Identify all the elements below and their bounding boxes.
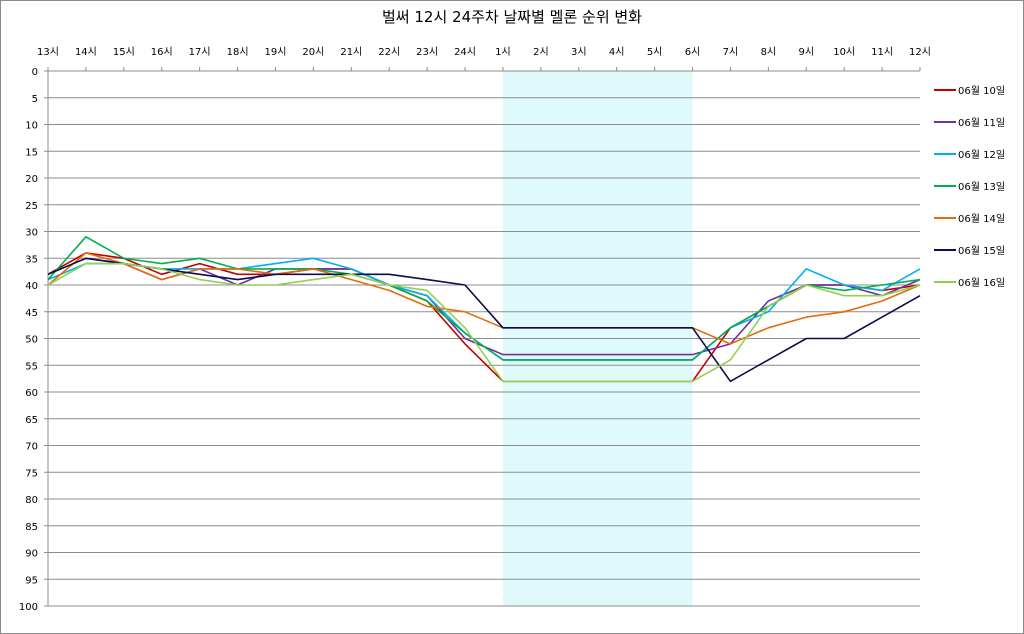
series-line-7 [47,262,921,383]
legend-label-5: 06월 14일 [958,213,1005,225]
x-tick-label: 23시 [416,46,438,58]
x-tick-label: 24시 [454,46,476,58]
y-tick-label: 95 [25,575,38,586]
y-tick-label: 25 [25,201,38,212]
series-line-5 [47,252,921,345]
x-tick-label: 17시 [189,46,211,58]
y-tick-label: 55 [25,361,38,372]
x-tick-label: 2시 [533,46,549,58]
y-tick-label: 100 [19,602,38,613]
x-tick-label: 18시 [227,46,249,58]
series-line-4 [47,236,921,361]
y-tick-label: 65 [25,415,38,426]
y-tick-label: 10 [25,121,38,132]
legend-label-4: 06월 13일 [958,181,1005,193]
x-tick-label: 14시 [75,46,97,58]
legend-label-3: 06월 12일 [958,149,1005,161]
y-tick-label: 15 [25,147,38,158]
x-tick-label: 8시 [761,46,777,58]
y-tick-label: 0 [32,67,38,78]
chart-title: 벌써 12시 24주차 날짜별 멜론 순위 변화 [382,8,642,26]
y-tick-label: 50 [25,335,38,346]
x-tick-label: 11시 [871,46,893,58]
x-tick-label: 9시 [798,46,814,58]
y-tick-label: 35 [25,254,38,265]
x-tick-label: 15시 [113,46,135,58]
x-tick-label: 20시 [302,46,324,58]
x-tick-label: 13시 [37,46,59,58]
x-tick-label: 16시 [151,46,173,58]
x-tick-label: 7시 [723,46,739,58]
x-tick-label: 19시 [265,46,287,58]
legend-label-2: 06월 11일 [958,117,1005,129]
series-line-6 [47,257,921,383]
x-tick-label: 1시 [495,46,511,58]
y-tick-label: 80 [25,495,38,506]
x-tick-label: 3시 [571,46,587,58]
legend-label-6: 06월 15일 [958,245,1005,257]
legend: 06월 10일 06월 11일 06월 12일 06월 13일 06월 14일 06월 1… [934,85,1005,289]
legend-label-1: 06월 10일 [958,85,1005,97]
x-tick-label: 10시 [833,46,855,58]
legend-label-7: 06월 16일 [958,277,1005,289]
series-line-1 [47,252,921,383]
y-tick-label: 75 [25,468,38,479]
gridlines [48,97,920,607]
y-tick-label: 20 [25,174,38,185]
y-tick-label: 45 [25,308,38,319]
x-tick-label: 12시 [909,46,931,58]
y-tick-label: 30 [25,228,38,239]
y-tick-label: 70 [25,442,38,453]
x-tick-label: 4시 [609,46,625,58]
y-tick-label: 85 [25,522,38,533]
series-lines [47,236,921,383]
x-tick-label: 21시 [340,46,362,58]
y-tick-label: 40 [25,281,38,292]
axes: 0 5 10 15 20 25 30 35 40 45 50 55 60 65 70 75 80 85 90 95 10… [19,46,931,613]
y-tick-label: 90 [25,549,38,560]
y-tick-label: 60 [25,388,38,399]
y-tick-label: 5 [32,94,38,105]
x-tick-label: 22시 [378,46,400,58]
x-tick-label: 6시 [685,46,701,58]
x-tick-label: 5시 [647,46,663,58]
